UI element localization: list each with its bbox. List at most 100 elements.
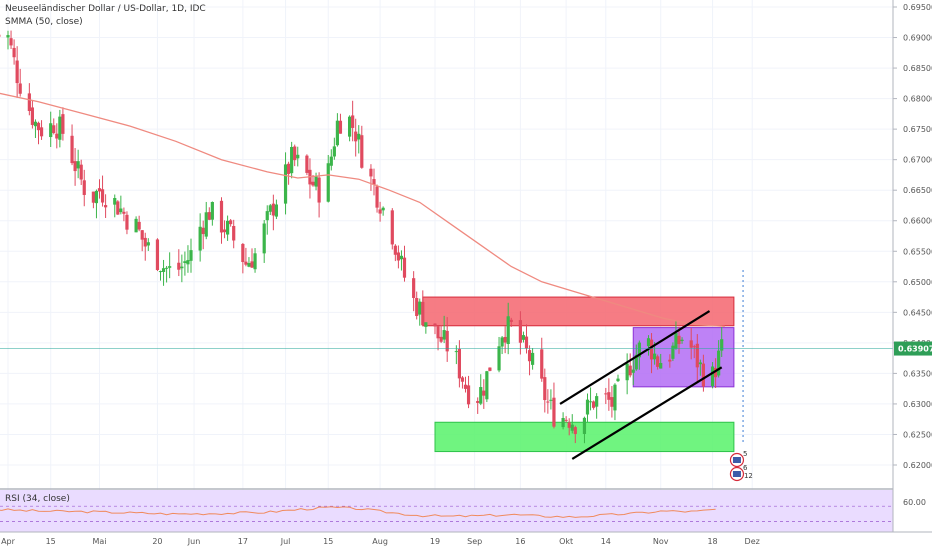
- candle-body: [73, 161, 77, 172]
- candle-body: [338, 120, 343, 134]
- candle-body: [165, 267, 169, 269]
- candle-body: [55, 133, 59, 139]
- candle-body: [692, 346, 696, 348]
- candle-body: [634, 354, 638, 370]
- candle-body: [567, 422, 571, 428]
- candle-body: [378, 209, 382, 214]
- candle-body: [70, 135, 74, 164]
- last-price-label: 0.63907: [898, 345, 932, 354]
- candle-body: [311, 181, 315, 186]
- time-tick-label: Mai: [92, 537, 106, 546]
- candle-body: [335, 120, 339, 146]
- candle-body: [229, 220, 233, 225]
- candle-body: [49, 123, 53, 138]
- candle-body: [226, 220, 230, 235]
- time-tick-label: Nov: [653, 537, 669, 546]
- candle-body: [287, 163, 291, 174]
- candle-body: [518, 320, 522, 343]
- candle-body: [91, 191, 95, 203]
- time-tick-label: Jul: [280, 537, 291, 546]
- time-tick-label: 14: [601, 537, 611, 546]
- candle-body: [421, 301, 425, 326]
- candle-body: [497, 346, 501, 371]
- candle-body: [549, 399, 553, 401]
- candle-body: [305, 155, 309, 173]
- candle-body: [354, 131, 358, 142]
- candle-body: [476, 401, 480, 403]
- candle-body: [466, 385, 471, 405]
- candle-body: [122, 211, 126, 214]
- candle-body: [543, 377, 547, 401]
- candle-body: [540, 349, 544, 379]
- rsi-tick-label: 60.00: [903, 498, 926, 507]
- candle-body: [271, 203, 275, 216]
- candle-body: [241, 243, 245, 263]
- candle-body: [274, 204, 278, 217]
- candle-body: [506, 316, 510, 345]
- candle-body: [33, 121, 38, 127]
- candle-body: [402, 257, 407, 278]
- candle-body: [314, 176, 318, 187]
- candle-body: [524, 336, 529, 349]
- candle-body: [137, 221, 141, 230]
- candle-body: [649, 339, 654, 360]
- candle-body: [659, 362, 663, 369]
- candle-body: [36, 122, 41, 131]
- event-marker-label: 5: [743, 450, 747, 458]
- time-tick-label: 15: [46, 537, 56, 546]
- candle-body: [412, 278, 416, 298]
- candle-body: [201, 227, 205, 235]
- event-marker-label: 6: [743, 464, 748, 472]
- last-price-badge: [894, 341, 932, 356]
- candle-body: [460, 377, 465, 382]
- candle-body: [76, 161, 80, 169]
- candle-body: [116, 201, 120, 215]
- candle-body: [695, 343, 699, 368]
- candle-body: [134, 218, 138, 233]
- candle-body: [653, 353, 657, 360]
- candle-body: [457, 348, 461, 379]
- event-flag-icon: [732, 471, 741, 477]
- candle-body: [296, 154, 300, 159]
- candle-body: [97, 188, 102, 192]
- candle-body: [646, 338, 651, 347]
- candle-body: [262, 223, 266, 254]
- candle-body: [332, 146, 336, 157]
- candle-body: [82, 180, 86, 195]
- candle-body: [94, 190, 99, 204]
- candle-body: [100, 189, 105, 203]
- candle-body: [79, 164, 83, 180]
- candle-body: [445, 330, 449, 352]
- candle-body: [552, 397, 556, 427]
- candle-body: [689, 340, 693, 348]
- candle-body: [631, 369, 635, 373]
- candle-body: [125, 214, 129, 230]
- candle-body: [454, 351, 458, 353]
- candle-body: [158, 271, 163, 273]
- time-tick-label: 15: [323, 537, 333, 546]
- candle-body: [143, 237, 147, 247]
- candle-body: [588, 401, 593, 403]
- time-tick-label: 19: [430, 537, 440, 546]
- candle-body: [531, 352, 535, 365]
- candle-body: [610, 397, 614, 407]
- candle-body: [521, 335, 526, 340]
- candle-body: [210, 201, 214, 220]
- candle-body: [119, 208, 123, 213]
- candle-body: [592, 401, 596, 408]
- candle-body: [442, 330, 446, 340]
- candle-body: [607, 392, 611, 400]
- candle-body: [244, 261, 248, 265]
- time-tick-label: 17: [238, 537, 248, 546]
- candle-body: [30, 107, 34, 125]
